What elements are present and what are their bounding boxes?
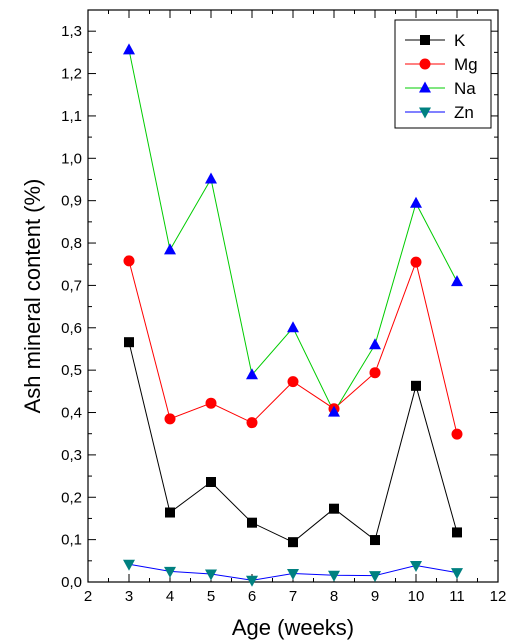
series-line-k	[128, 342, 458, 543]
data-point-zn	[451, 568, 463, 580]
y-tick-label: 0,2	[61, 489, 82, 506]
data-point-zn	[369, 571, 381, 583]
data-point-na	[123, 43, 135, 55]
data-point-na	[410, 196, 422, 208]
y-tick-labels: 0,0 0,1 0,2 0,3 0,4 0,5 0,6 0,7 0,8 0,9 1,0 1,1 1,2 1…	[61, 23, 82, 591]
y-tick-label: 0,7	[61, 277, 82, 294]
data-point-mg	[410, 256, 422, 268]
y-tick-label: 1,2	[61, 66, 82, 83]
legend: K Mg Na Zn	[394, 19, 492, 129]
x-tick-label: 6	[248, 588, 256, 605]
data-point-zn	[246, 575, 258, 587]
y-tick-label: 0,1	[61, 532, 82, 549]
x-tick-label: 10	[408, 588, 425, 605]
data-point-k	[247, 517, 257, 528]
y-tick-label: 0,6	[61, 320, 82, 337]
x-tick-label: 3	[125, 588, 133, 605]
data-point-k	[206, 477, 216, 488]
data-point-na	[369, 338, 381, 350]
data-point-zn	[164, 566, 176, 578]
x-tick-label: 11	[449, 588, 465, 605]
x-tick-label: 4	[166, 588, 174, 605]
y-tick-label: 1,0	[61, 150, 82, 167]
data-point-k	[288, 537, 298, 548]
legend-label-k: K	[454, 31, 466, 50]
x-tick-label: 5	[207, 588, 215, 605]
legend-label-mg: Mg	[454, 55, 478, 74]
data-point-zn	[205, 569, 217, 581]
data-point-k	[411, 380, 421, 391]
y-tick-label: 0,3	[61, 447, 82, 464]
x-tick-label: 7	[289, 588, 297, 605]
data-point-k	[124, 337, 134, 348]
data-point-mg	[287, 376, 299, 388]
legend-marker-k	[420, 35, 430, 45]
data-point-na	[205, 172, 217, 184]
series-lines	[128, 49, 458, 581]
data-point-k	[165, 507, 175, 518]
y-tick-label: 0,8	[61, 235, 82, 252]
y-tick-label: 0,4	[61, 405, 82, 422]
data-point-zn	[123, 559, 135, 571]
legend-marker-na	[419, 81, 431, 93]
legend-label-zn: Zn	[454, 103, 474, 122]
y-tick-label: 1,3	[61, 23, 82, 40]
y-tick-label: 1,1	[61, 108, 82, 125]
series-markers	[123, 43, 463, 587]
data-point-mg	[451, 428, 463, 440]
data-point-na	[164, 243, 176, 255]
data-point-k	[452, 527, 462, 538]
data-point-zn	[328, 570, 340, 582]
x-tick-label: 9	[371, 588, 379, 605]
data-point-mg	[205, 397, 217, 409]
y-tick-label: 0,0	[61, 574, 82, 591]
legend-marker-mg	[419, 58, 431, 70]
data-point-na	[287, 321, 299, 333]
x-tick-label: 12	[490, 588, 507, 605]
legend-box	[394, 19, 492, 129]
data-point-na	[451, 275, 463, 287]
legend-marker-zn	[419, 107, 431, 119]
series-line-mg	[128, 260, 458, 435]
data-point-mg	[246, 417, 258, 429]
x-axis-title: Age (weeks)	[232, 615, 354, 640]
data-point-k	[329, 503, 339, 514]
data-point-na	[246, 368, 258, 380]
data-point-zn	[410, 560, 422, 572]
data-point-mg	[123, 255, 135, 267]
x-tick-label: 8	[330, 588, 338, 605]
x-tick-labels: 2 3 4 5 6 7 8 9 10 11 12	[84, 588, 507, 605]
data-point-na	[328, 405, 340, 417]
x-tick-label: 2	[84, 588, 92, 605]
y-tick-label: 0,9	[61, 193, 82, 210]
y-tick-label: 0,5	[61, 362, 82, 379]
data-point-mg	[164, 413, 176, 425]
legend-label-na: Na	[454, 79, 476, 98]
y-axis-title: Ash mineral content (%)	[20, 179, 45, 414]
data-point-k	[370, 535, 380, 546]
data-point-zn	[287, 569, 299, 581]
data-point-mg	[369, 367, 381, 379]
